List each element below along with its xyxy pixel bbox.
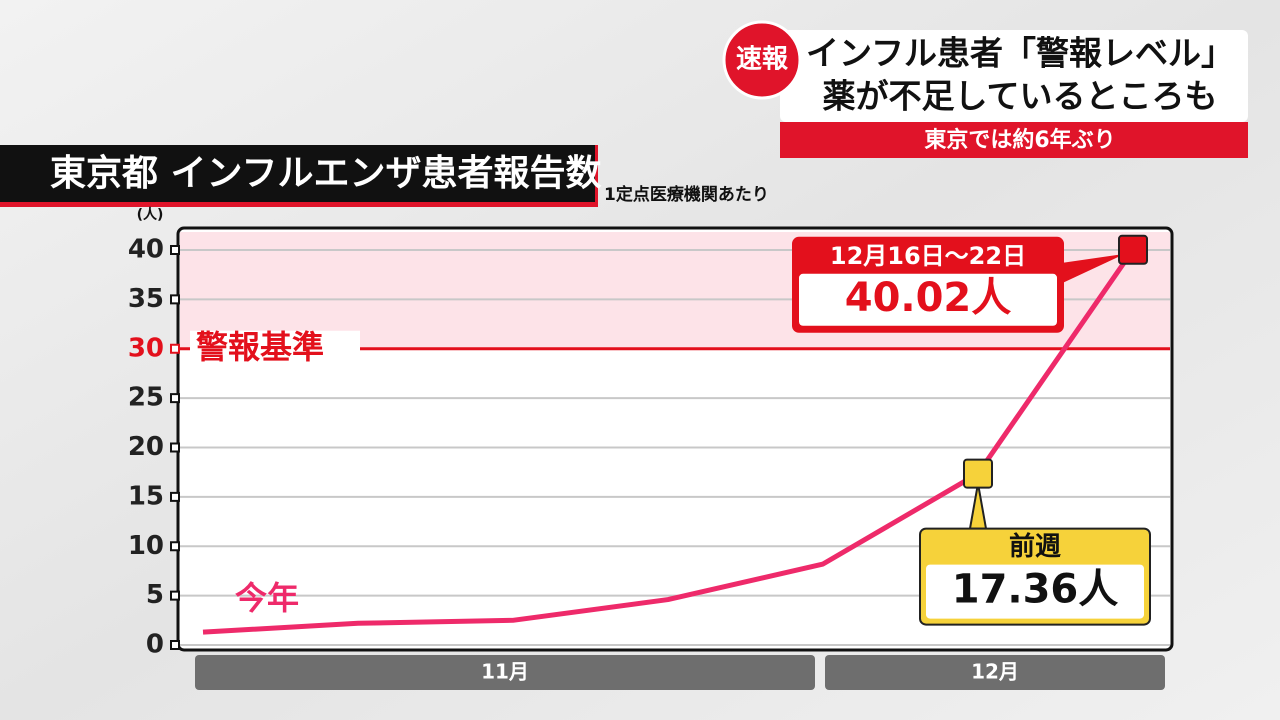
y-tick xyxy=(170,245,180,255)
y-unit: (人) xyxy=(137,206,164,223)
badge-text: 速報 xyxy=(736,45,789,75)
title-bar xyxy=(0,145,595,202)
y-tick-label: 0 xyxy=(146,630,164,660)
y-tick xyxy=(170,491,180,502)
callout-inner xyxy=(799,273,1057,326)
headline: 薬が不足しているところも xyxy=(822,77,1217,116)
y-tick-label: 5 xyxy=(146,580,164,610)
y-tick xyxy=(170,541,180,552)
y-tick-label: 10 xyxy=(128,531,164,561)
data-label: 17.36人 xyxy=(952,567,1119,613)
month-bar xyxy=(825,655,1165,690)
subheadline: 東京では約6年ぶり xyxy=(924,127,1115,153)
chart-title: 東京都 インフルエンザ患者報告数 xyxy=(50,152,601,194)
subheadline-bar xyxy=(780,122,1248,158)
callout-note: 前週 xyxy=(1009,531,1061,562)
point-marker xyxy=(1118,234,1148,265)
x-tick-label: 11月 xyxy=(481,660,529,684)
headline: インフル患者「警報レベル」 xyxy=(806,34,1234,73)
series-label: 今年 xyxy=(235,579,299,617)
y-tick xyxy=(170,294,180,305)
callout-note: 12月16日〜22日 xyxy=(830,242,1026,270)
y-tick-label: 15 xyxy=(128,481,164,511)
chart-subtitle: 1定点医療機関あたり xyxy=(604,184,769,205)
y-tick xyxy=(170,590,180,601)
headline-box xyxy=(780,30,1248,122)
y-tick-label: 40 xyxy=(128,235,164,265)
x-tick-label: 12月 xyxy=(971,660,1019,684)
threshold-label-bg xyxy=(190,330,360,367)
badge xyxy=(722,20,802,100)
y-tick xyxy=(170,393,180,404)
callout-tail xyxy=(1063,253,1125,283)
callout-inner xyxy=(926,564,1144,619)
data-label: 40.02人 xyxy=(845,275,1012,321)
month-bar xyxy=(195,655,815,690)
y-tick-label: 35 xyxy=(128,284,164,314)
threshold-label: 警報基準 xyxy=(196,328,324,366)
y-tick-label: 30 xyxy=(128,333,164,363)
y-tick-label: 25 xyxy=(128,383,164,413)
point-marker xyxy=(963,458,993,489)
y-tick xyxy=(170,343,180,354)
y-tick-label: 20 xyxy=(128,432,164,462)
y-tick xyxy=(170,442,180,453)
y-tick xyxy=(170,640,180,650)
